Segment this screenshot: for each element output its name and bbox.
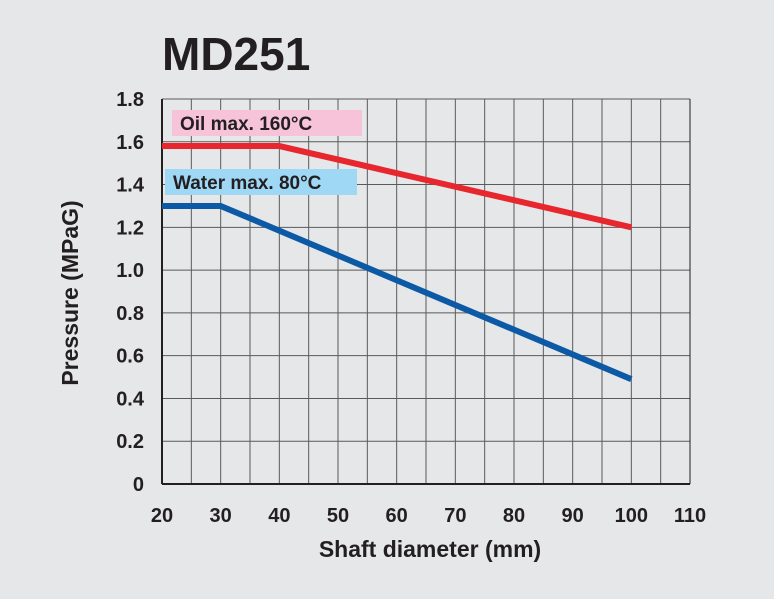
y-tick-label: 1.6 [116, 132, 144, 154]
y-tick-label: 1.2 [116, 217, 144, 239]
tick-labels: 20 30 40 50 60 70 80 90 100 110 0 0.2 0.4 0.6 0.8 1.0 1.… [116, 89, 706, 527]
y-tick-label: 0.6 [116, 346, 144, 368]
y-tick-label: 0.2 [116, 431, 144, 453]
x-tick-label: 50 [327, 505, 349, 527]
legend-label-oil: Oil max. 160°C [180, 114, 312, 135]
legend-label-water: Water max. 80°C [173, 173, 322, 194]
x-tick-label: 30 [210, 505, 232, 527]
series-line-oil [162, 143, 633, 231]
legend: Oil max. 160°C Water max. 80°C [165, 110, 362, 195]
x-tick-label: 70 [444, 505, 466, 527]
x-tick-label: 100 [615, 505, 648, 527]
x-axis-label: Shaft diameter (mm) [319, 536, 541, 562]
y-tick-label: 0 [133, 474, 144, 496]
series-group [162, 143, 633, 382]
grid [162, 98, 690, 484]
x-tick-label: 40 [268, 505, 290, 527]
legend-label-bg-oil [172, 110, 362, 136]
y-tick-label: 1.4 [116, 175, 145, 197]
x-tick-label: 90 [562, 505, 584, 527]
y-tick-label: 0.4 [116, 388, 145, 410]
y-tick-label: 1.8 [116, 89, 144, 111]
x-tick-label: 60 [386, 505, 408, 527]
series-line-water [162, 202, 633, 382]
y-tick-label: 0.8 [116, 303, 144, 325]
y-tick-label: 1.0 [116, 260, 144, 282]
legend-label-bg-water [165, 169, 357, 195]
y-axis-label: Pressure (MPaG) [57, 200, 83, 385]
x-tick-label: 80 [503, 505, 525, 527]
axes [161, 99, 691, 485]
chart-title: MD251 [162, 28, 310, 80]
x-tick-label: 110 [674, 505, 706, 527]
x-tick-label: 20 [151, 505, 173, 527]
